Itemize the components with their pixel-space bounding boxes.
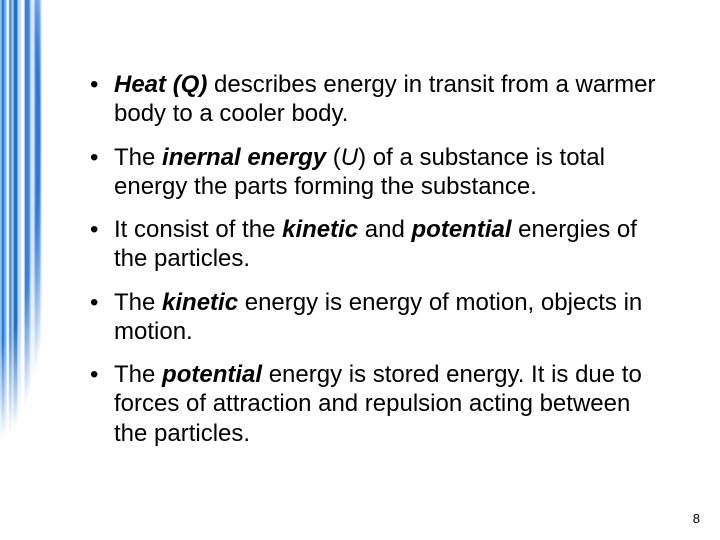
bullet-item: The potential energy is stored energy. I… [86, 360, 670, 448]
text-run: U [341, 144, 358, 171]
text-run: Heat (Q) [114, 71, 207, 98]
text-run: potential [162, 361, 262, 388]
text-run: kinetic [282, 216, 358, 243]
page-number: 8 [693, 511, 700, 526]
text-run: The [114, 361, 162, 388]
text-run: and [358, 216, 411, 243]
bullet-item: It consist of the kinetic and potential … [86, 215, 670, 274]
text-run: It consist of the [114, 216, 282, 243]
slide: Heat (Q) describes energy in transit fro… [0, 0, 720, 540]
bullet-item: The inernal energy (U) of a substance is… [86, 143, 670, 202]
text-run: The [114, 289, 162, 316]
left-decor-stripes [0, 0, 60, 540]
bullet-item: The kinetic energy is energy of motion, … [86, 288, 670, 347]
bullet-item: Heat (Q) describes energy in transit fro… [86, 70, 670, 129]
text-run: ( [326, 144, 341, 171]
text-run: inernal energy [162, 144, 326, 171]
text-run: The [114, 144, 162, 171]
text-run: potential [412, 216, 512, 243]
text-run: kinetic [162, 289, 238, 316]
bullet-list: Heat (Q) describes energy in transit fro… [86, 70, 670, 462]
